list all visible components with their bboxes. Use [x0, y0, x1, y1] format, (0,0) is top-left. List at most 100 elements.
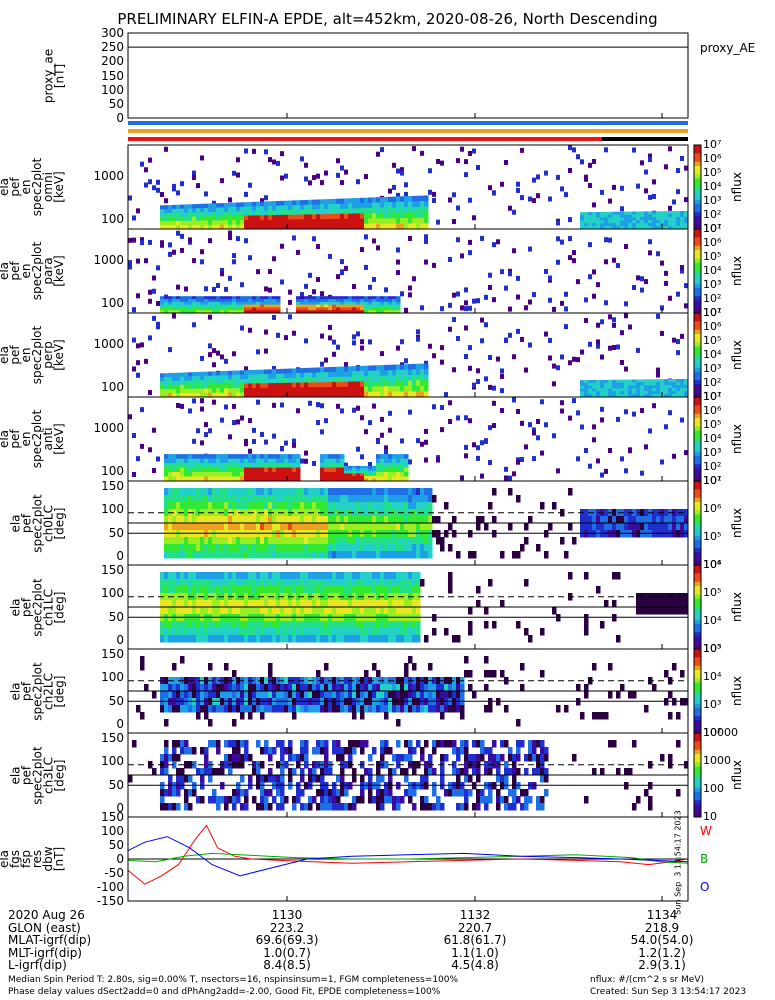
- noise-pixel: [648, 239, 652, 244]
- spec-pixel: [368, 208, 373, 214]
- pa-pixel: [160, 705, 165, 713]
- pa-pixel: [468, 607, 473, 615]
- spec-pixel: [304, 373, 309, 378]
- pa-pixel: [320, 803, 325, 811]
- spec-pixel: [256, 459, 261, 464]
- spec-pixel: [300, 205, 305, 210]
- pa-pixel: [232, 803, 237, 811]
- spec-pixel: [232, 220, 237, 225]
- spec-pixel: [184, 472, 189, 477]
- pa-pixel: [380, 754, 385, 762]
- noise-pixel: [576, 279, 580, 284]
- pa-pixel: [272, 747, 277, 755]
- spec-pixel: [248, 216, 253, 221]
- pa-pixel: [208, 516, 213, 524]
- noise-pixel: [436, 458, 440, 463]
- pa-pixel: [196, 537, 201, 545]
- noise-pixel: [304, 163, 308, 168]
- spec-pixel: [652, 214, 657, 217]
- pa-pixel: [376, 537, 381, 545]
- spec-pixel: [212, 220, 217, 225]
- spec-pixel: [400, 196, 405, 202]
- pa-pixel: [264, 621, 269, 629]
- pa-pixel: [240, 537, 245, 545]
- spec-pixel: [332, 367, 337, 373]
- spec-pixel: [200, 204, 205, 209]
- spec-pixel: [604, 383, 609, 386]
- pa-pixel: [240, 579, 245, 587]
- pa-pixel: [184, 523, 189, 531]
- spec-pixel: [272, 215, 277, 220]
- pa-pixel: [424, 488, 429, 496]
- pa-pixel: [168, 628, 173, 636]
- pa-pixel: [360, 789, 365, 797]
- pa-pixel: [404, 705, 409, 713]
- spec-pixel: [188, 372, 193, 377]
- spec-pixel: [620, 217, 625, 220]
- spec-pixel: [668, 382, 673, 385]
- pa-pixel: [284, 488, 289, 496]
- pa-pixel: [228, 628, 233, 636]
- spec-pixel: [236, 379, 241, 384]
- pa-pixel: [216, 586, 221, 594]
- pa-pixel: [348, 537, 353, 545]
- noise-pixel: [620, 186, 624, 191]
- pa-pixel: [260, 789, 265, 797]
- spec-pixel: [344, 382, 349, 388]
- noise-pixel: [324, 418, 328, 423]
- pa-pixel: [284, 705, 289, 713]
- pa-pixel: [316, 789, 321, 797]
- spec-pixel: [632, 212, 637, 215]
- pa-pixel: [244, 740, 249, 748]
- noise-pixel: [684, 166, 688, 171]
- pa-pixel: [164, 719, 169, 727]
- pa-pixel: [416, 635, 421, 643]
- pa-pixel: [328, 586, 333, 594]
- spec-pixel: [224, 220, 229, 225]
- pa-pixel: [308, 495, 313, 503]
- pa-pixel: [428, 516, 433, 524]
- spec-pixel: [192, 221, 197, 226]
- pa-pixel: [380, 691, 385, 699]
- spec-pixel: [420, 364, 425, 370]
- spec-pixel: [332, 377, 337, 383]
- pa-pixel: [284, 747, 289, 755]
- spec-pixel: [208, 468, 213, 473]
- spec-pixel: [624, 391, 629, 394]
- pa-pixel: [272, 586, 277, 594]
- pa-pixel: [272, 551, 277, 559]
- pa-pixel: [268, 544, 273, 552]
- spec-pixel: [600, 218, 605, 221]
- pa-pixel: [360, 628, 365, 636]
- pa-pixel: [652, 600, 657, 608]
- pa-pixel: [204, 488, 209, 496]
- spec-pixel: [256, 202, 261, 207]
- pa-pixel: [488, 670, 493, 678]
- spec-pixel: [200, 463, 205, 468]
- pa-pixel: [264, 551, 269, 559]
- pa-pixel: [388, 691, 393, 699]
- spec-pixel: [296, 215, 301, 220]
- noise-pixel: [632, 148, 636, 153]
- spec-pixel: [680, 211, 685, 215]
- pa-pixel: [388, 600, 393, 608]
- pa-pixel: [228, 586, 233, 594]
- pa-pixel: [268, 635, 273, 643]
- pa-pixel: [296, 579, 301, 587]
- spec-pixel: [400, 375, 405, 381]
- pa-pixel: [304, 684, 309, 692]
- pa-pixel: [400, 768, 405, 776]
- noise-pixel: [676, 292, 680, 297]
- pa-pixel: [604, 600, 609, 608]
- pa-pixel: [304, 691, 309, 699]
- spec-pixel: [184, 377, 189, 382]
- pa-pixel: [412, 502, 417, 510]
- noise-pixel: [176, 190, 180, 195]
- spec-pixel: [200, 372, 205, 377]
- pa-pixel: [180, 656, 185, 664]
- pa-pixel: [440, 740, 445, 748]
- spec-pixel: [244, 384, 249, 389]
- spec-pixel: [332, 463, 337, 468]
- spec-pixel: [368, 366, 373, 372]
- spec-pixel: [604, 218, 609, 221]
